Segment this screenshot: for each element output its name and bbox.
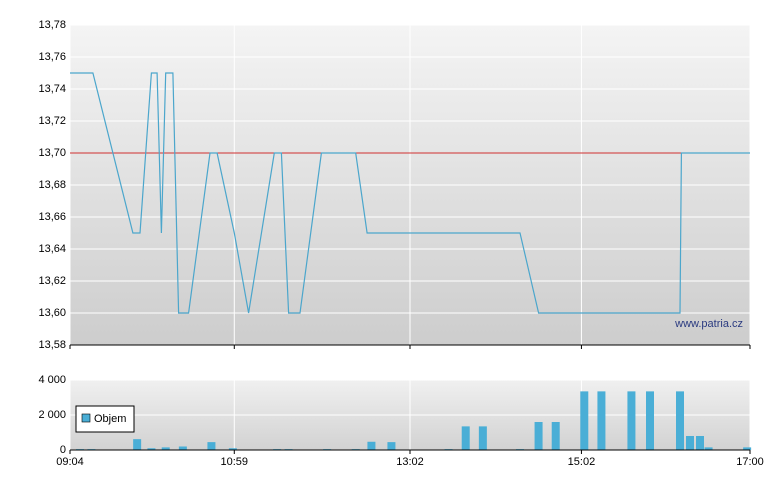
y-tick-label: 13,76 bbox=[38, 51, 66, 63]
y-tick-label: 13,58 bbox=[38, 339, 66, 351]
volume-bar bbox=[534, 422, 543, 450]
volume-bar bbox=[461, 426, 470, 450]
volume-bar bbox=[478, 426, 487, 450]
volume-bar bbox=[551, 422, 560, 450]
price-line bbox=[70, 72, 750, 314]
volume-bar bbox=[367, 441, 376, 450]
volume-bar bbox=[147, 448, 156, 450]
volume-bar bbox=[704, 447, 713, 450]
volume-bar bbox=[161, 447, 170, 450]
y-tick-label: 13,66 bbox=[38, 211, 66, 223]
legend-swatch bbox=[81, 413, 91, 423]
volume-bar bbox=[646, 391, 654, 450]
volume-bar bbox=[686, 436, 694, 450]
y-tick-label: 13,60 bbox=[38, 307, 66, 319]
volume-bar bbox=[387, 442, 396, 450]
y-tick-label: 0 bbox=[60, 444, 66, 456]
volume-bar bbox=[178, 446, 187, 450]
legend bbox=[75, 405, 135, 433]
volume-bar bbox=[597, 391, 606, 450]
y-tick-label: 13,74 bbox=[38, 83, 66, 95]
x-tick-label: 13:02 bbox=[396, 456, 424, 468]
volume-bar bbox=[743, 447, 752, 450]
y-tick-label: 2 000 bbox=[38, 409, 66, 421]
x-tick-label: 15:02 bbox=[568, 456, 596, 468]
volume-bar bbox=[207, 442, 216, 450]
volume-bar bbox=[696, 436, 704, 450]
x-tick-label: 09:04 bbox=[56, 456, 84, 468]
x-tick-label: 17:00 bbox=[736, 456, 764, 468]
volume-bar bbox=[676, 391, 684, 450]
y-tick-label: 4 000 bbox=[38, 374, 66, 386]
y-tick-label: 13,64 bbox=[38, 243, 66, 255]
y-tick-label: 13,62 bbox=[38, 275, 66, 287]
x-tick-label: 10:59 bbox=[221, 456, 249, 468]
y-tick-label: 13,78 bbox=[38, 19, 66, 31]
y-tick-label: 13,72 bbox=[38, 115, 66, 127]
volume-bar bbox=[627, 391, 636, 450]
volume-bar bbox=[133, 439, 142, 450]
y-tick-label: 13,68 bbox=[38, 179, 66, 191]
legend-label: Objem bbox=[94, 413, 126, 425]
y-tick-label: 13,70 bbox=[38, 147, 66, 159]
volume-bar bbox=[580, 391, 589, 450]
watermark: www.patria.cz bbox=[674, 318, 743, 330]
volume-bar bbox=[228, 448, 237, 450]
